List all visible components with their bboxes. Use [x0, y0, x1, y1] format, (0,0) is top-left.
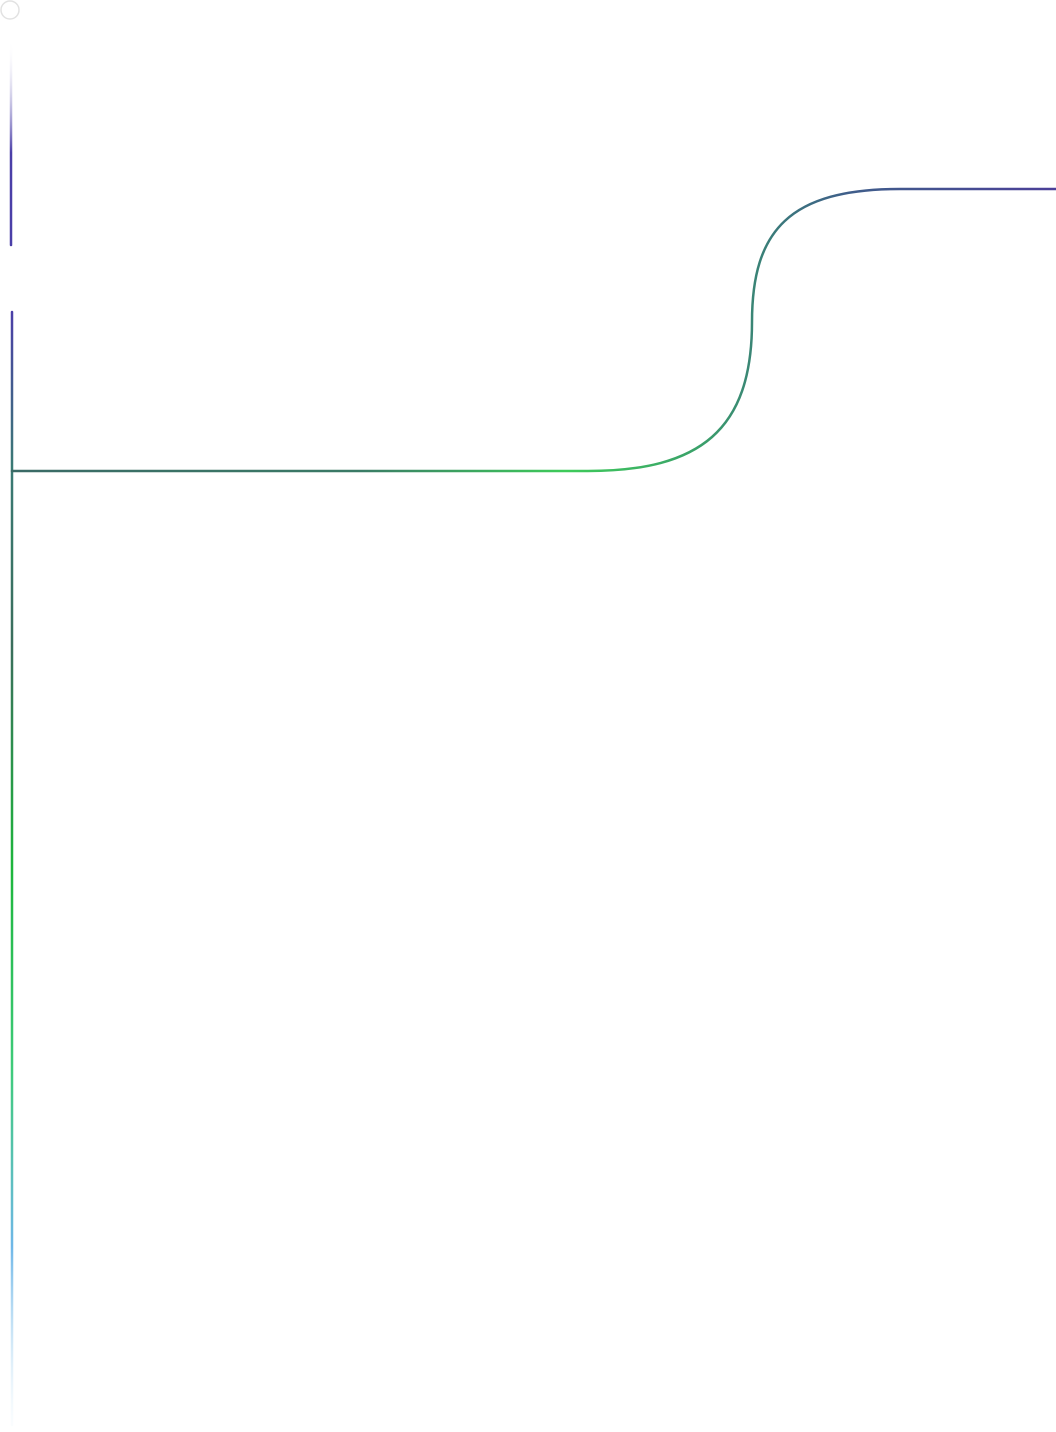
start-node-icon	[0, 0, 20, 20]
branch-curve-line	[10, 187, 1056, 473]
